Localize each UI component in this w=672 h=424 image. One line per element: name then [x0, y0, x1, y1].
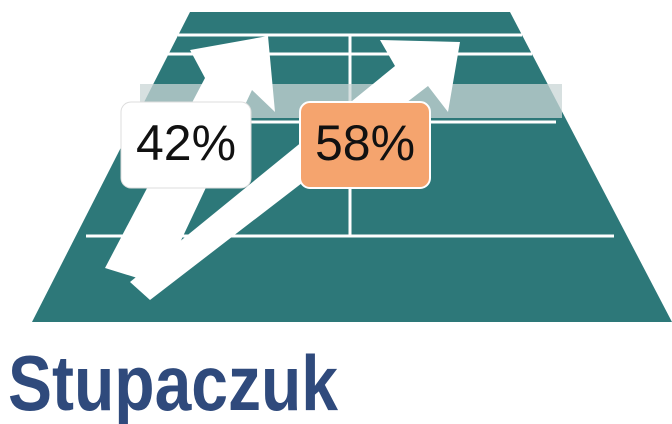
percentage: 42% [136, 115, 236, 171]
percentage: 58% [315, 115, 415, 171]
label-box [299, 101, 431, 189]
label-box [120, 101, 252, 189]
player-name: Stupaczuk [8, 339, 339, 424]
